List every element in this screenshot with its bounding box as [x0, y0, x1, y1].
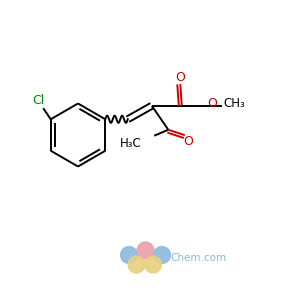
Text: CH₃: CH₃ [224, 97, 245, 110]
Text: O: O [207, 97, 217, 110]
Circle shape [145, 256, 161, 273]
Text: O: O [183, 135, 193, 148]
Circle shape [137, 242, 154, 259]
Circle shape [154, 247, 170, 263]
Text: H₃C: H₃C [119, 137, 141, 150]
Text: Cl: Cl [33, 94, 45, 107]
Circle shape [121, 247, 137, 263]
Text: Chem.com: Chem.com [170, 253, 226, 263]
Text: O: O [175, 71, 185, 84]
Circle shape [128, 256, 145, 273]
